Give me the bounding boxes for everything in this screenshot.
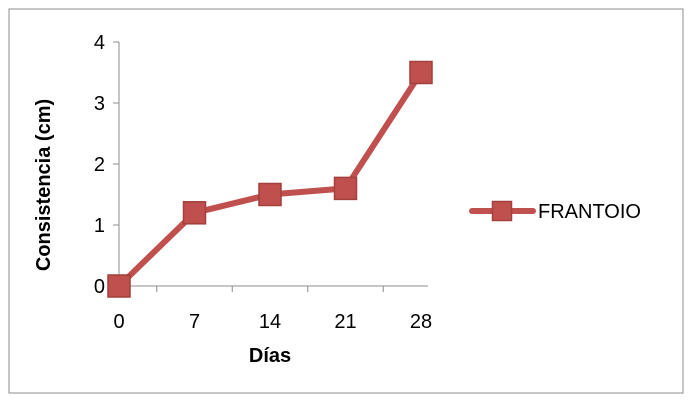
legend-label: FRANTOIO (538, 201, 641, 223)
data-point-marker (333, 176, 358, 201)
x-axis-title: Días (249, 345, 291, 367)
data-point-marker (409, 60, 433, 85)
y-axis-title: Consistencia (cm) (33, 99, 55, 271)
y-tick-label: 3 (94, 93, 105, 115)
data-point-marker (107, 274, 131, 298)
axes: 0 1 2 3 4 0 7 14 21 28 (94, 32, 432, 333)
y-tick-label: 1 (94, 215, 105, 237)
y-ticks: 0 1 2 3 4 (94, 32, 119, 298)
data-point-marker (182, 201, 207, 225)
y-tick-label: 4 (94, 32, 105, 54)
legend-marker (491, 200, 513, 222)
chart-area-border (8, 8, 684, 394)
data-point-marker (258, 182, 282, 207)
x-tick-label: 14 (259, 311, 281, 333)
x-tick-label: 28 (410, 311, 432, 333)
series-layer (107, 60, 433, 298)
x-tick-label: 0 (113, 311, 124, 333)
y-tick-label: 2 (94, 154, 105, 176)
legend: FRANTOIO (469, 200, 641, 223)
x-ticks: 0 7 14 21 28 (113, 286, 432, 333)
x-tick-label: 21 (334, 311, 356, 333)
y-tick-label: 0 (94, 276, 105, 298)
x-tick-label: 7 (189, 311, 200, 333)
